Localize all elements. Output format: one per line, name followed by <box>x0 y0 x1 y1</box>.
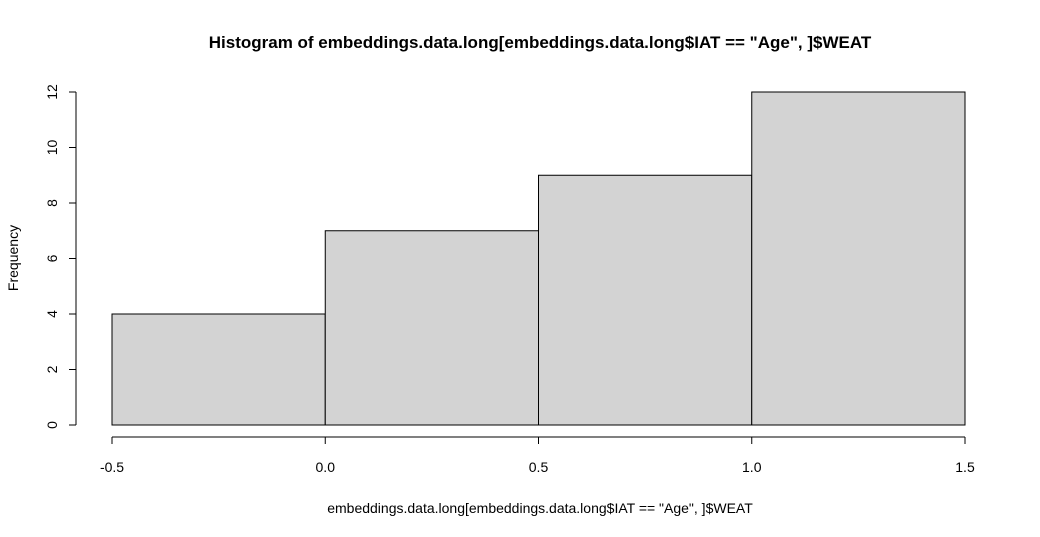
histogram-bar-1 <box>324 230 539 426</box>
x-tick-label: 0.5 <box>529 459 549 475</box>
histogram-bar-3 <box>751 91 966 426</box>
x-axis-label: embeddings.data.long[embeddings.data.lon… <box>327 500 753 516</box>
y-tick-label: 6 <box>44 254 60 262</box>
y-tick-label: 4 <box>44 310 60 318</box>
y-tick-label: 2 <box>44 365 60 373</box>
x-axis: -0.5 0.0 0.5 1.0 1.5 <box>100 436 975 475</box>
y-tick-label: 12 <box>44 84 60 100</box>
y-axis: 0 2 4 6 8 10 12 <box>44 84 77 429</box>
histogram-bar-2 <box>538 174 753 426</box>
x-tick-label: 0.0 <box>316 459 336 475</box>
y-axis-label: Frequency <box>5 225 21 291</box>
histogram-bar-0 <box>111 313 326 426</box>
y-tick-label: 10 <box>44 140 60 156</box>
x-tick-label: 1.0 <box>742 459 762 475</box>
chart-title: Histogram of embeddings.data.long[embedd… <box>209 33 872 52</box>
x-tick-label: 1.5 <box>955 459 975 475</box>
x-tick-label: -0.5 <box>100 459 124 475</box>
bars-group <box>111 91 966 426</box>
y-tick-label: 8 <box>44 199 60 207</box>
y-tick-label: 0 <box>44 421 60 429</box>
